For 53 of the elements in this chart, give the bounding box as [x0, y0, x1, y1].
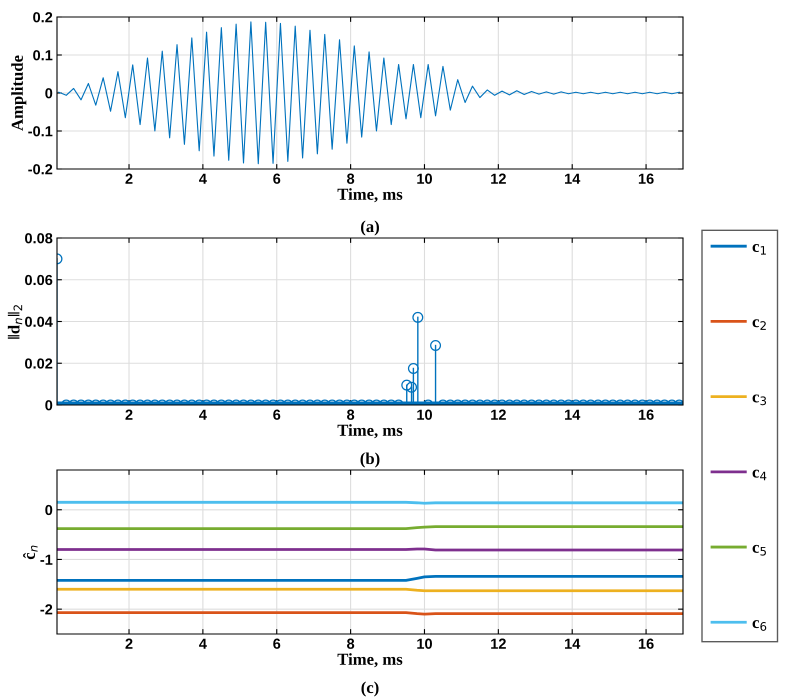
x-tick-label: 4 — [199, 174, 207, 184]
y-tick-label: -0.1 — [28, 126, 52, 136]
x-tick-label: 6 — [273, 410, 280, 420]
legend-label: c$_{3}$ — [752, 394, 766, 406]
y-axis-title: Amplitude — [11, 55, 26, 131]
x-tick-label: 6 — [273, 638, 280, 649]
x-tick-label: 2 — [125, 174, 132, 184]
legend-label: c$_{6}$ — [752, 620, 766, 631]
y-tick-label: 0.04 — [25, 316, 53, 327]
y-tick-label: 0.1 — [33, 50, 52, 60]
x-tick-label: 10 — [417, 638, 432, 649]
x-tick-label: 8 — [347, 410, 354, 420]
x-axis-title: Time, ms — [338, 653, 402, 668]
y-tick-label: 0 — [45, 504, 52, 516]
y-tick-label: 0 — [45, 88, 52, 98]
x-tick-label: 16 — [638, 410, 654, 420]
x-tick-label: 12 — [491, 638, 506, 649]
x-tick-label: 16 — [638, 638, 654, 649]
y-axis-title: ‖d$_{n}$‖$_{2}$ — [8, 305, 22, 339]
y-tick-label: 0.2 — [33, 12, 52, 22]
text: (a) — [361, 220, 379, 236]
legend-label: c$_{2}$ — [752, 319, 766, 330]
x-tick-label: 8 — [347, 638, 354, 649]
y-tick-label: 0.02 — [25, 358, 52, 369]
x-tick-label: 2 — [125, 638, 132, 649]
legend-label: c$_{4}$ — [752, 470, 766, 480]
x-tick-label: 14 — [565, 410, 580, 420]
y-tick-label: -1 — [40, 554, 52, 565]
y-axis-title: ĉ$_{n}$ — [23, 546, 38, 560]
x-axis-title: Time, ms — [338, 188, 402, 202]
text: (c) — [361, 681, 379, 697]
x-tick-label: 2 — [125, 410, 132, 420]
x-tick-label: 12 — [491, 410, 506, 420]
x-tick-label: 16 — [638, 174, 654, 184]
x-tick-label: 14 — [565, 174, 580, 184]
x-tick-label: 10 — [417, 410, 432, 420]
x-tick-label: 14 — [565, 638, 580, 649]
y-tick-label: -2 — [40, 604, 52, 614]
x-tick-label: 8 — [347, 174, 354, 184]
x-tick-label: 10 — [417, 174, 432, 184]
legend-label: c$_{1}$ — [752, 244, 766, 255]
y-tick-label: -0.2 — [28, 164, 52, 174]
line-series — [58, 21, 680, 164]
y-tick-label: 0.06 — [25, 274, 52, 286]
x-axis-title: Time, ms — [338, 424, 402, 438]
text: (b) — [360, 452, 380, 468]
x-tick-label: 6 — [273, 174, 280, 184]
x-tick-label: 4 — [199, 638, 207, 649]
y-tick-label: 0 — [45, 400, 52, 410]
x-tick-label: 4 — [199, 410, 207, 420]
x-tick-label: 12 — [491, 174, 506, 184]
legend-label: c$_{5}$ — [752, 544, 766, 556]
y-tick-label: 0.08 — [25, 233, 52, 244]
